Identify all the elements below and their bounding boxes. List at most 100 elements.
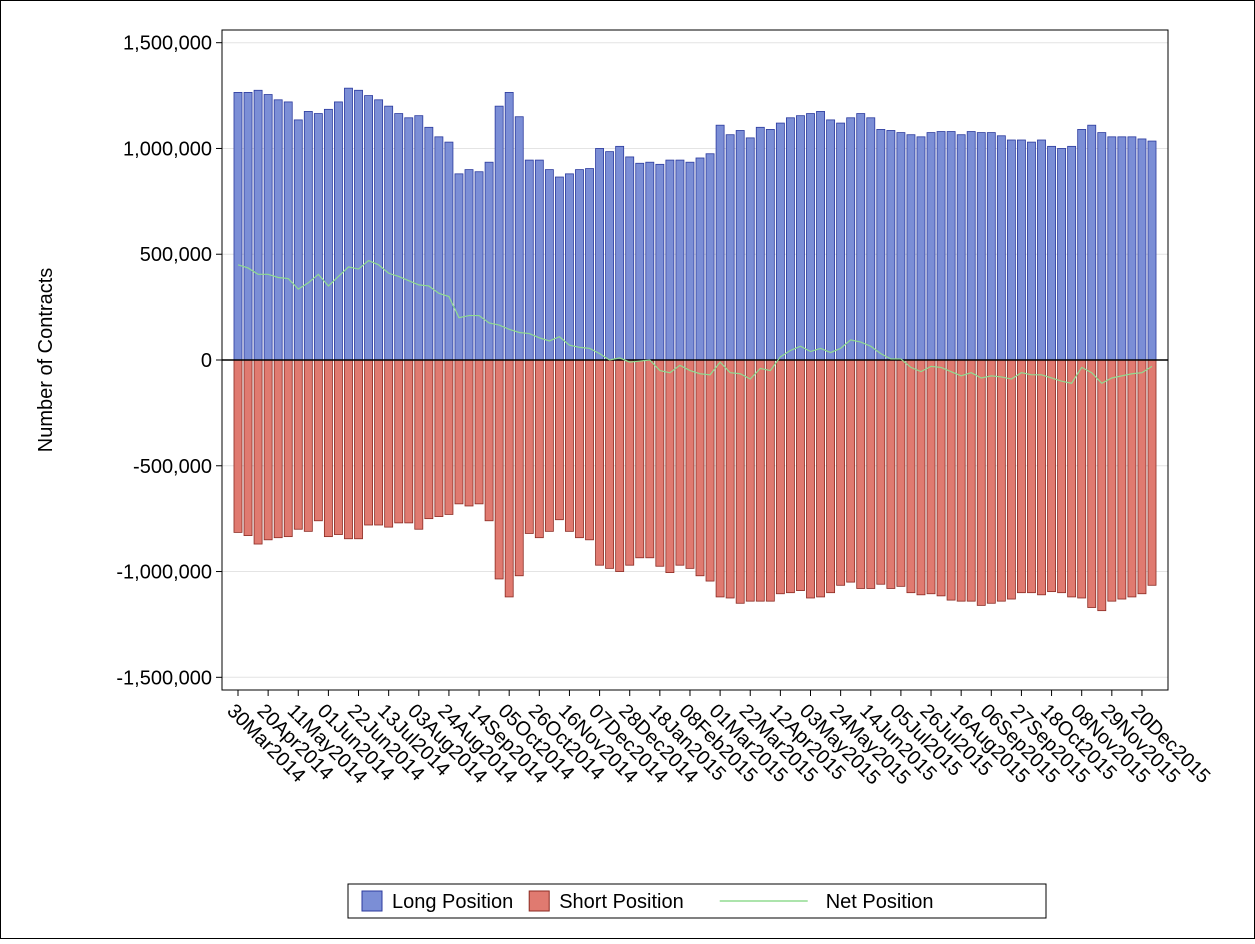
- bar: [1037, 359, 1046, 596]
- legend-label: Short Position: [559, 891, 684, 913]
- bar: [1127, 136, 1137, 361]
- bar: [454, 173, 464, 361]
- bar: [916, 136, 926, 361]
- bar: [1147, 359, 1157, 586]
- bar: [926, 359, 936, 595]
- bar: [474, 359, 484, 505]
- bar: [534, 159, 544, 361]
- bar: [695, 157, 705, 361]
- bar: [886, 359, 896, 589]
- bar: [1067, 145, 1077, 361]
- bar: [966, 131, 976, 361]
- y-tick-label: -1,000,000: [116, 562, 212, 584]
- bar: [575, 359, 584, 539]
- bar: [765, 129, 775, 361]
- bar: [856, 359, 866, 589]
- y-tick-label: -1,500,000: [116, 667, 212, 689]
- bar: [1087, 359, 1097, 608]
- bar: [1027, 359, 1036, 594]
- bar: [334, 101, 343, 361]
- bar: [775, 122, 785, 361]
- bar: [444, 141, 454, 361]
- bar: [1006, 139, 1016, 361]
- bar: [665, 359, 675, 573]
- bar: [1117, 136, 1127, 361]
- bar: [856, 113, 866, 361]
- bar: [735, 359, 745, 604]
- bar: [826, 119, 836, 361]
- bar: [605, 151, 615, 361]
- bar: [1037, 139, 1046, 361]
- bar: [816, 359, 825, 598]
- bar: [705, 153, 715, 361]
- bar: [936, 131, 946, 361]
- bar: [635, 359, 645, 559]
- bar: [685, 161, 695, 361]
- bar: [233, 359, 243, 533]
- bar: [1127, 359, 1137, 598]
- bar: [956, 134, 966, 361]
- legend-swatch: [528, 890, 550, 912]
- bar: [293, 119, 303, 361]
- bar: [645, 359, 655, 559]
- bar: [524, 159, 534, 361]
- bar: [1117, 359, 1127, 600]
- bar: [364, 359, 373, 526]
- bar: [655, 359, 665, 567]
- bar: [1017, 359, 1026, 594]
- bar: [504, 359, 514, 598]
- bar: [514, 359, 524, 577]
- bar: [956, 359, 966, 602]
- bar: [786, 359, 795, 594]
- bar: [303, 111, 313, 361]
- bar: [675, 359, 685, 566]
- bar: [253, 359, 263, 545]
- bar: [253, 89, 263, 361]
- bar: [695, 359, 705, 577]
- bar: [404, 117, 414, 361]
- bar: [364, 95, 373, 361]
- bar: [1047, 145, 1056, 361]
- bar: [836, 359, 846, 586]
- y-tick-label: 1,500,000: [123, 33, 212, 55]
- bar: [625, 359, 635, 566]
- bar: [394, 359, 404, 524]
- bar: [394, 113, 404, 361]
- bar: [283, 359, 293, 538]
- bar: [635, 162, 645, 361]
- bar: [323, 359, 333, 538]
- bar: [374, 99, 384, 361]
- bar: [615, 359, 625, 572]
- bar: [846, 359, 856, 583]
- bar: [374, 359, 384, 526]
- bar: [996, 359, 1006, 602]
- bar: [796, 359, 805, 591]
- bar: [755, 359, 765, 602]
- bar: [1006, 359, 1016, 600]
- bar: [705, 359, 715, 582]
- legend: Long Position Short Position Net Position: [347, 883, 1047, 919]
- bar: [585, 168, 594, 361]
- bar: [303, 359, 313, 532]
- bar: [996, 135, 1006, 361]
- bar: [434, 359, 444, 517]
- bar: [926, 132, 936, 361]
- bar: [1137, 138, 1147, 361]
- bar: [544, 359, 554, 532]
- bar: [806, 113, 815, 361]
- bar: [1057, 148, 1067, 361]
- bar: [866, 359, 876, 589]
- bar: [775, 359, 785, 595]
- bar: [826, 359, 836, 594]
- bar: [474, 171, 484, 361]
- bar: [715, 124, 725, 361]
- bar: [866, 117, 876, 361]
- bar: [404, 359, 414, 524]
- bar: [424, 126, 434, 361]
- bar: [1077, 129, 1087, 361]
- bar: [243, 92, 253, 361]
- bar: [273, 99, 283, 361]
- bar: [595, 359, 604, 566]
- bar: [1017, 139, 1026, 361]
